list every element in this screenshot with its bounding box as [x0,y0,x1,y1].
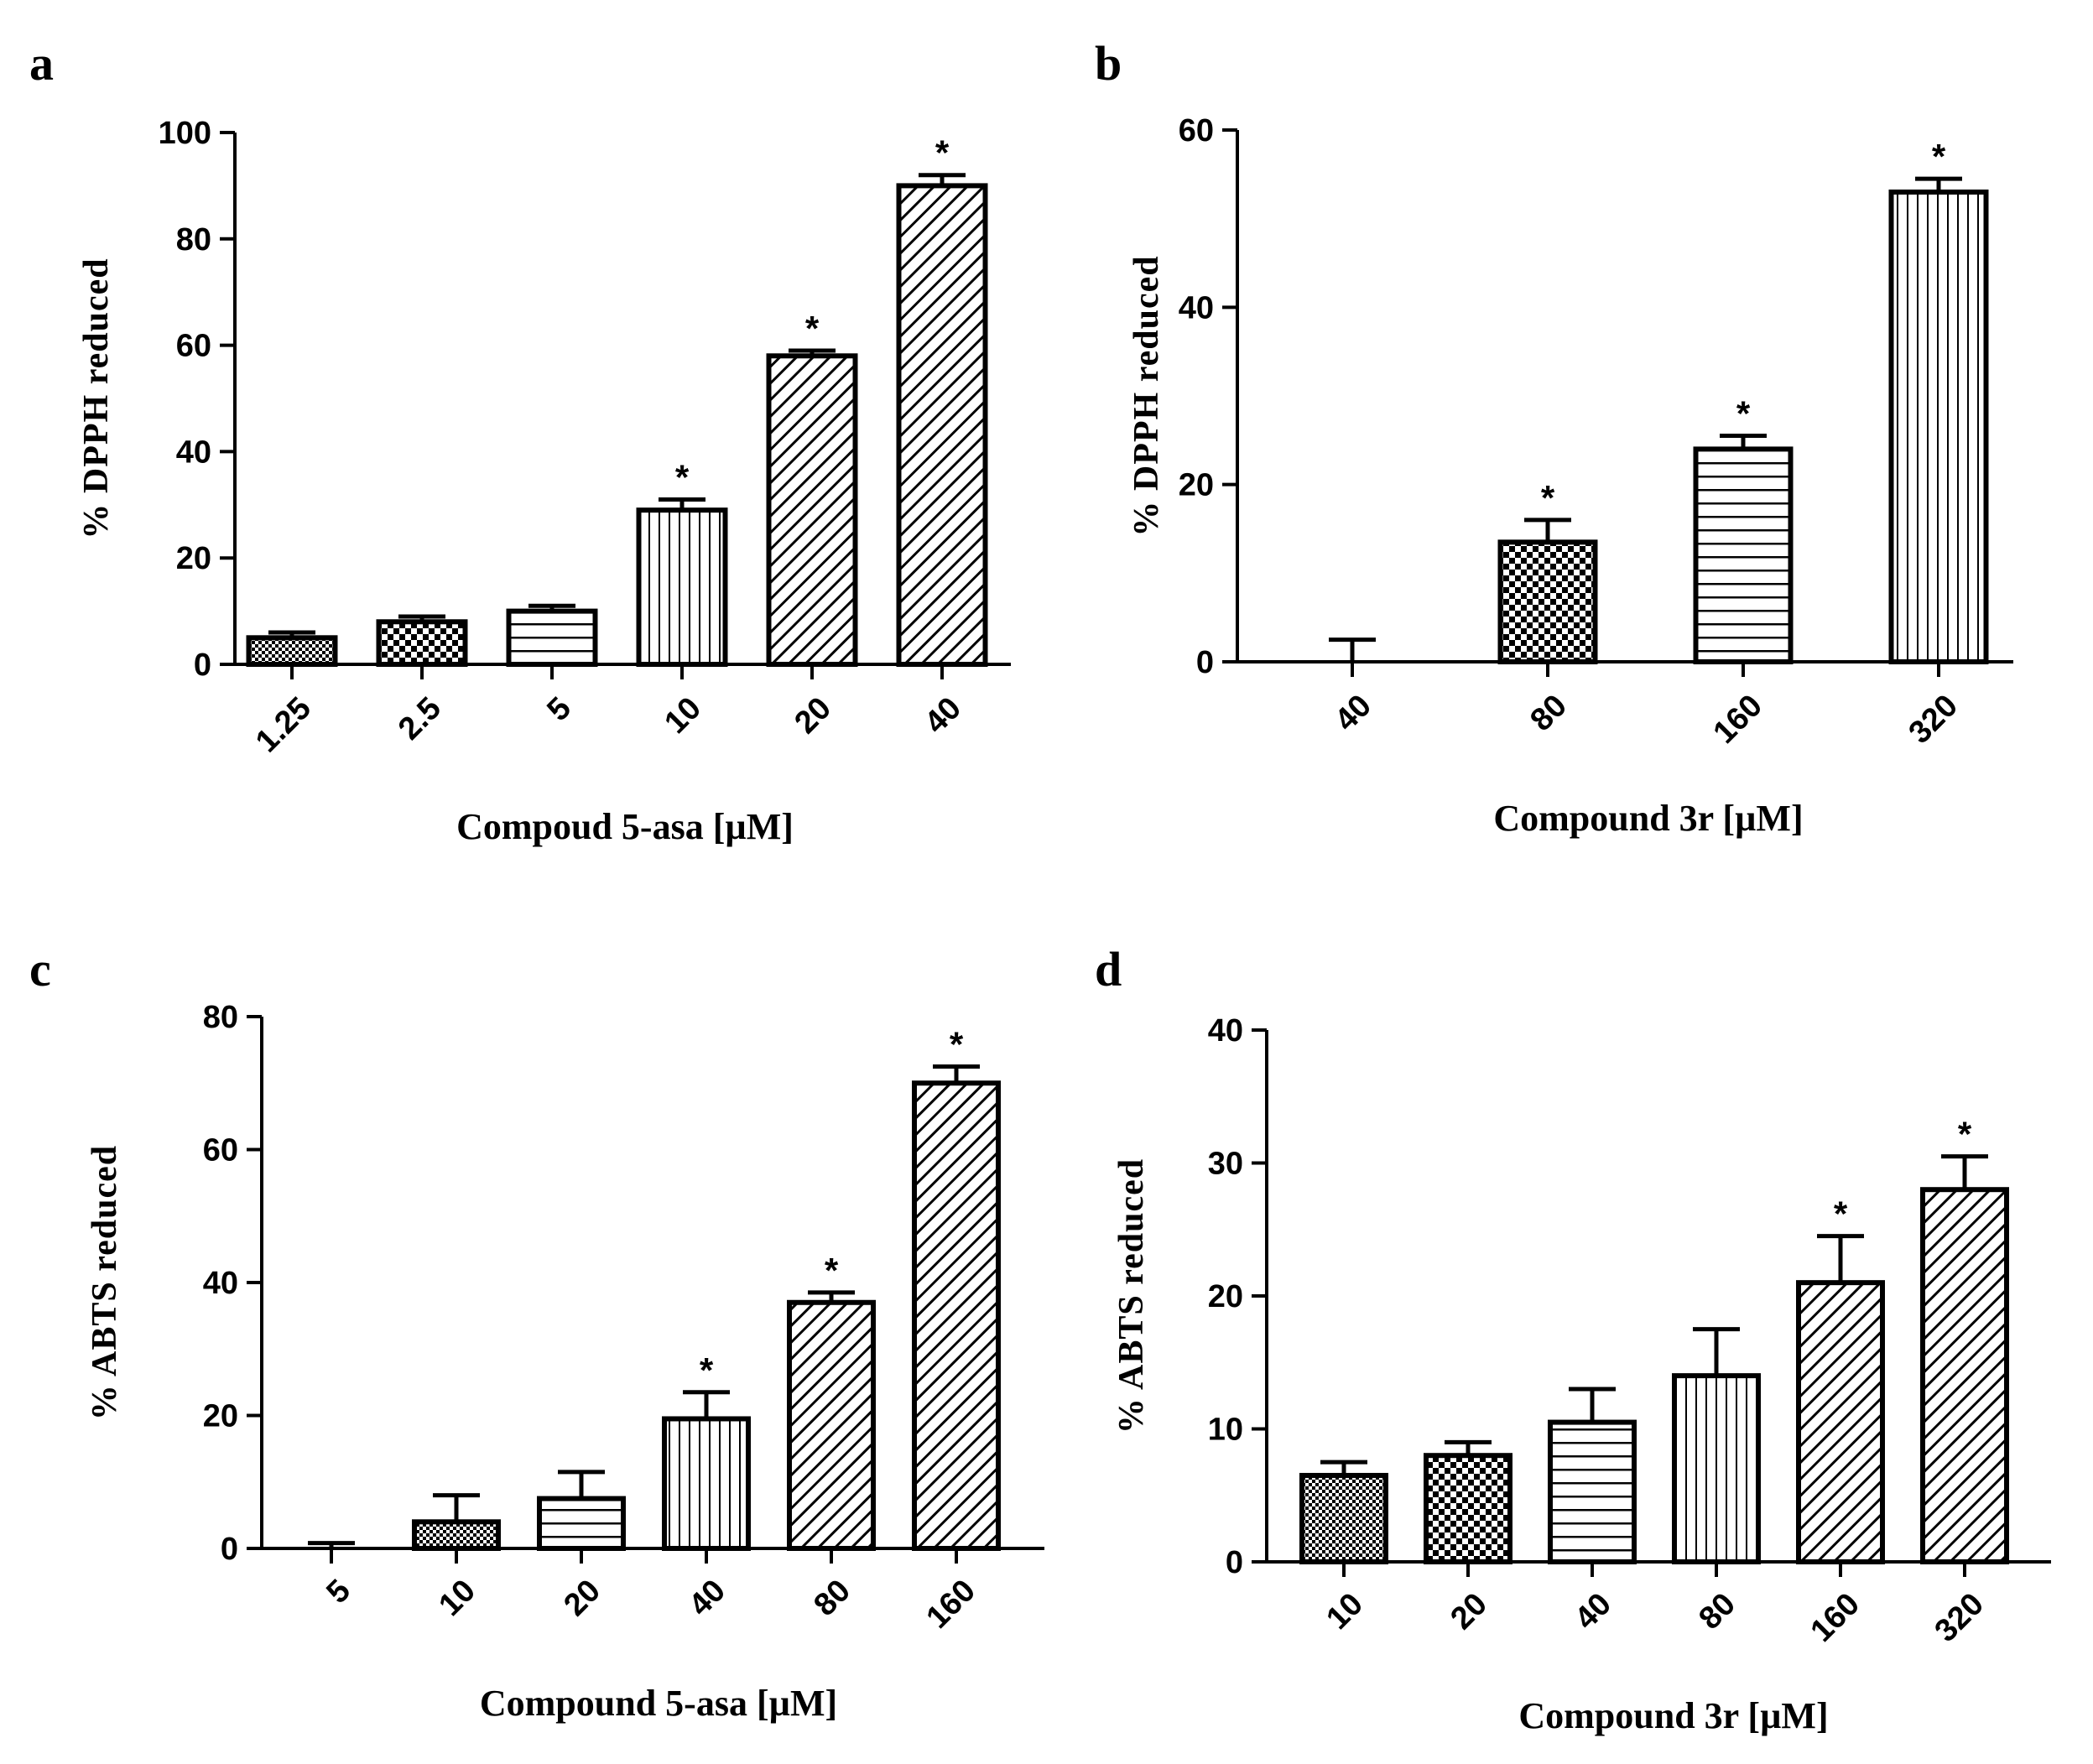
significance-star: * [1834,1194,1848,1234]
bar [766,353,858,667]
y-tick-label: 20 [176,541,211,576]
y-tick-label: 0 [221,1532,238,1567]
x-axis-label: Compoud 5-asa [µM] [456,806,794,847]
y-tick-label: 40 [176,434,211,470]
x-tick-label: 20 [1444,1586,1494,1637]
x-tick-label: 40 [1568,1586,1618,1637]
y-tick-label: 30 [1208,1147,1243,1182]
y-tick-label: 80 [203,1000,238,1035]
x-tick-label: 20 [788,690,838,741]
panel-a-chart: a 0 20 40 60 80 100 % DPPH reduced Compoud 5-asa… [29,36,1011,847]
significance-star: * [1541,478,1555,518]
panel-d-chart: d 0 10 20 30 40 % ABTS reduced Compound 3r [µM]… [1095,942,2051,1736]
bar [1796,1280,1885,1565]
bar [912,1080,1001,1551]
y-tick-label: 100 [159,116,211,151]
y-tick-label: 40 [203,1266,238,1301]
x-tick-label: 20 [557,1573,607,1623]
panel-c-chart: c 0 20 40 60 80 % ABTS reduced Compound 5-asa [… [29,942,1044,1724]
y-tick-label: 10 [1208,1413,1243,1448]
x-tick-label: 1.25 [249,690,318,759]
x-tick-label: 10 [432,1573,482,1623]
bar [506,608,598,667]
y-tick-label: 40 [1179,290,1214,325]
y-tick-label: 0 [194,648,211,683]
bar [1497,539,1598,664]
x-tick-label: 40 [682,1573,732,1623]
significance-star: * [675,457,690,497]
significance-star: * [1932,137,1946,176]
y-tick-label: 0 [1196,645,1214,680]
bar [412,1519,501,1552]
bar [376,619,468,668]
y-tick-label: 0 [1226,1545,1243,1580]
bar [1548,1419,1637,1564]
y-axis-label: % ABTS reduced [1112,1158,1151,1434]
x-tick-label: 160 [920,1573,983,1636]
x-tick-label: 320 [1929,1586,1991,1649]
panel-letter: d [1095,942,1122,996]
y-axis-label: % DPPH reduced [1127,255,1166,536]
y-tick-label: 80 [176,222,211,258]
y-tick-label: 40 [1208,1013,1243,1049]
bar [662,1416,751,1552]
bar [1888,189,1989,664]
bar [636,507,728,668]
significance-star: * [1736,394,1751,434]
significance-star: * [805,309,820,348]
significance-star: * [1958,1115,1972,1154]
x-tick-label: 10 [1320,1586,1370,1637]
x-tick-label: 80 [1692,1586,1742,1637]
y-tick-label: 60 [203,1133,238,1168]
x-tick-label: 320 [1903,688,1965,751]
y-tick-label: 20 [203,1399,238,1434]
x-tick-label: 2.5 [392,690,448,747]
panel-letter: b [1095,36,1122,91]
y-tick-label: 60 [176,329,211,364]
bar [1920,1187,2009,1564]
y-axis-label: % ABTS reduced [86,1145,124,1420]
bar [1693,446,1794,665]
bar [246,635,338,667]
panel-letter: a [29,36,54,91]
bar [1424,1453,1512,1564]
significance-star: * [700,1350,714,1390]
bar [1299,1472,1388,1564]
significance-star: * [935,133,950,173]
x-tick-label: 80 [807,1573,857,1623]
significance-star: * [950,1024,964,1064]
bar [896,183,988,667]
y-tick-label: 20 [1179,468,1214,503]
x-tick-label: 80 [1523,688,1574,738]
x-tick-label: 5 [540,690,578,728]
bar [787,1299,876,1552]
x-tick-label: 10 [658,690,708,741]
x-axis-label: Compound 3r [µM] [1493,798,1803,839]
x-tick-label: 40 [1328,688,1378,738]
significance-star: * [825,1251,839,1290]
x-axis-label: Compound 5-asa [µM] [480,1683,837,1724]
panel-letter: c [29,942,51,996]
x-tick-label: 160 [1707,688,1770,751]
y-tick-label: 60 [1179,113,1214,148]
x-tick-label: 40 [918,690,968,741]
x-tick-label: 160 [1804,1586,1867,1649]
bar [1672,1373,1761,1564]
x-axis-label: Compound 3r [µM] [1518,1695,1828,1736]
bar [537,1496,626,1551]
y-axis-label: % DPPH reduced [77,258,116,539]
panel-b-chart: b 0 20 40 60 % DPPH reduced Compound 3r [µM] 40… [1095,36,2013,839]
y-tick-label: 20 [1208,1279,1243,1314]
x-tick-label: 5 [320,1573,357,1610]
